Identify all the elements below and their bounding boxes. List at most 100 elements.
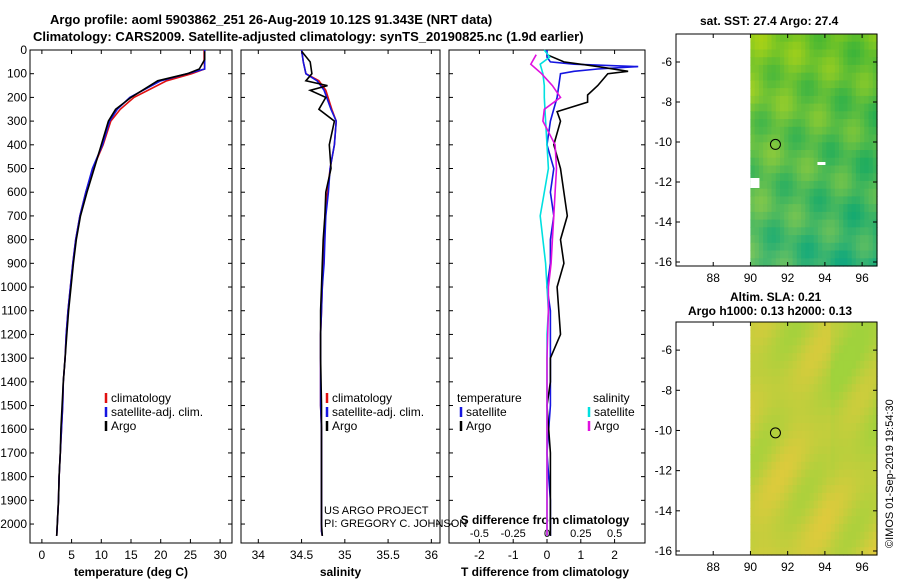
sla-map-cell — [851, 547, 857, 556]
sla-map-cell — [796, 438, 802, 447]
sst-map-frame — [675, 33, 878, 267]
sst-map-cell — [872, 134, 878, 143]
sla-map-cell — [855, 438, 861, 447]
sla-map-cell — [868, 523, 874, 533]
sst-map-cell — [775, 211, 781, 221]
sla-map-cell — [826, 353, 832, 362]
sla-map-cell — [771, 500, 777, 509]
sla-map-cell — [780, 461, 785, 471]
sla-map-cell — [767, 454, 773, 463]
sst-map-cell — [822, 34, 827, 43]
sst-map-cell — [780, 242, 785, 252]
sla-map-cell — [851, 329, 857, 339]
sla-map-cell — [864, 516, 870, 525]
sst-map-cell — [843, 88, 849, 97]
sla-map-cell — [826, 446, 832, 455]
sst-map-cell — [864, 103, 870, 112]
sst-map-cell — [813, 103, 819, 112]
sst-map-cell — [792, 219, 798, 228]
sst-map-cell — [780, 150, 785, 159]
sst-map-cell — [767, 219, 773, 228]
sla-map-cell — [864, 415, 870, 424]
sla-map-cell — [754, 337, 760, 346]
sla-map-cell — [847, 492, 853, 502]
sla-map-cell — [784, 477, 789, 486]
sla-map-cell — [754, 407, 760, 416]
sla-map-cell — [839, 368, 844, 377]
sst-map-cell — [809, 64, 815, 74]
sst-map-cell — [817, 111, 823, 120]
sst-map-cell — [775, 219, 781, 228]
sla-map-cell — [843, 430, 849, 440]
sla-map-cell — [788, 469, 794, 478]
sla-map-cell — [826, 384, 832, 393]
sst-map-cell — [758, 88, 764, 97]
sla-map-cell — [847, 353, 853, 362]
sla-map-cell — [817, 500, 823, 509]
sla-map-cell — [855, 469, 861, 478]
sla-map-cell — [817, 345, 823, 354]
sst-map-cell — [763, 250, 768, 259]
sst-map-cell — [775, 242, 781, 252]
sst-map-cell — [784, 72, 789, 81]
sst-map-cell — [801, 95, 806, 105]
sst-map-cell — [860, 180, 865, 190]
sst-map-cell — [796, 34, 802, 43]
sst-map-cell — [855, 134, 861, 143]
sla-map-cell — [851, 508, 857, 517]
sla-map-cell — [750, 329, 756, 339]
sst-map-cell — [855, 235, 861, 244]
sst-map-cell — [801, 72, 806, 81]
sla-map-cell — [784, 547, 789, 556]
sla-map-cell — [834, 322, 840, 331]
sst-map-cell — [767, 235, 773, 244]
sla-map-cell — [868, 531, 874, 541]
sst-map-cell — [809, 72, 815, 81]
sst-map-cell — [775, 57, 781, 66]
sla-map-cell — [780, 523, 785, 533]
depth-tick-label: 1100 — [1, 304, 27, 318]
sla-map-cell — [792, 430, 798, 440]
sst-map-cell — [817, 119, 823, 128]
sst-map-cell — [796, 180, 802, 190]
sla-lat-tick-label: -12 — [655, 464, 673, 478]
sla-map-cell — [775, 438, 781, 447]
sla-map-cell — [822, 345, 827, 354]
sst-map-cell — [771, 88, 777, 97]
sst-map-cell — [864, 196, 870, 205]
sst-map-cell — [830, 242, 836, 252]
sla-map-cell — [855, 322, 861, 331]
sst-map-cell — [872, 180, 878, 190]
sst-map-cell — [826, 157, 832, 166]
sla-map-cell — [788, 337, 794, 346]
sla-map-cell — [784, 376, 789, 385]
sst-map-cell — [864, 150, 870, 159]
sla-map-cell — [872, 329, 878, 339]
sst-map-cell — [784, 126, 789, 136]
sst-map-cell — [788, 211, 794, 221]
sla-map-cell — [784, 531, 789, 541]
sla-map-cell — [763, 469, 768, 478]
sst-map-cell — [847, 150, 853, 159]
sla-map-cell — [834, 345, 840, 354]
sla-map-cell — [809, 384, 815, 393]
sst-map-cell — [843, 235, 849, 244]
depth-tick-label: 1500 — [0, 399, 27, 413]
sst-map-cell — [843, 242, 849, 252]
sst-map-cell — [851, 250, 857, 259]
sla-map-cell — [847, 430, 853, 440]
sla-map-cell — [809, 523, 815, 533]
sla-map-cell — [750, 322, 756, 331]
sst-map-cell — [775, 64, 781, 74]
sla-map-cell — [771, 454, 777, 463]
sla-map-cell — [805, 539, 811, 548]
sla-map-cell — [817, 446, 823, 455]
sla-map-cell — [792, 423, 798, 432]
sla-map-cell — [822, 469, 827, 478]
sst-map-cell — [754, 80, 760, 89]
sla-map-cell — [813, 446, 819, 455]
sst-map-cell — [872, 211, 878, 221]
sst-map-cell — [805, 134, 811, 143]
sst-map-cell — [758, 80, 764, 89]
sst-map-cell — [780, 64, 785, 74]
